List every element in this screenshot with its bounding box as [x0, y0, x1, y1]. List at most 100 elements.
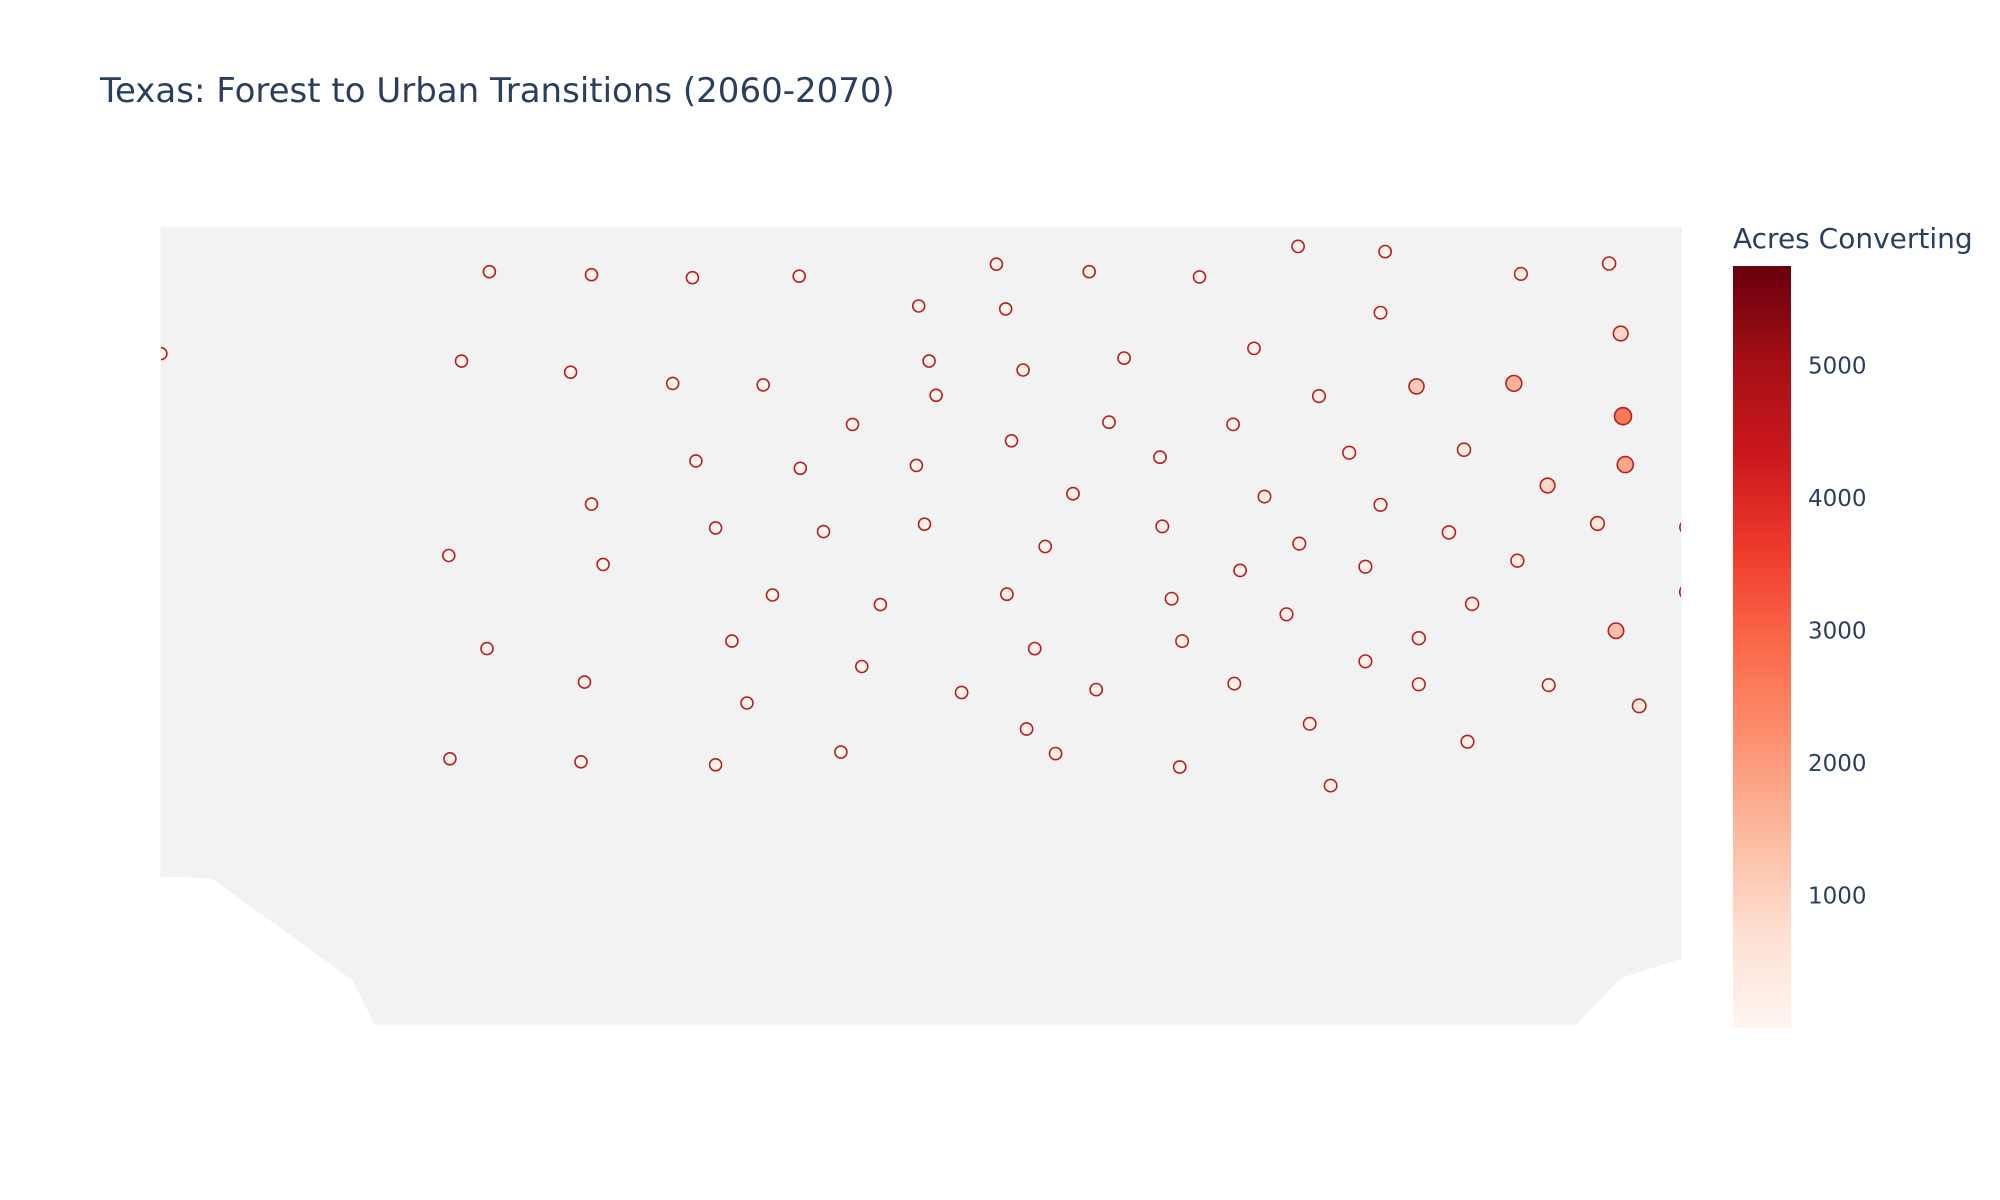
data-point[interactable] [480, 641, 494, 656]
data-point[interactable] [577, 675, 592, 689]
data-point[interactable] [1505, 374, 1523, 393]
data-point[interactable] [1689, 245, 1702, 258]
data-point[interactable] [584, 497, 599, 511]
data-point[interactable] [1066, 486, 1080, 501]
data-point[interactable] [708, 757, 723, 772]
data-point[interactable] [685, 270, 700, 285]
data-point[interactable] [155, 346, 168, 361]
data-point[interactable] [740, 696, 754, 710]
data-point[interactable] [1302, 716, 1317, 731]
data-point[interactable] [1589, 515, 1606, 532]
data-point[interactable] [1342, 445, 1357, 460]
data-point[interactable] [1192, 270, 1207, 284]
data-point[interactable] [834, 745, 848, 759]
data-point[interactable] [1464, 596, 1480, 612]
data-point[interactable] [1678, 585, 1694, 599]
data-point[interactable] [998, 302, 1013, 316]
data-point[interactable] [1323, 778, 1338, 793]
data-point[interactable] [1004, 433, 1019, 448]
data-point[interactable] [1027, 641, 1042, 656]
data-point[interactable] [689, 454, 703, 468]
data-point[interactable] [1456, 442, 1472, 458]
data-points[interactable] [155, 239, 1703, 793]
data-point[interactable] [1227, 676, 1242, 691]
data-point[interactable] [1373, 497, 1388, 512]
data-point[interactable] [1510, 553, 1525, 568]
data-point[interactable] [1089, 682, 1104, 697]
data-point[interactable] [756, 378, 771, 392]
data-point[interactable] [1358, 654, 1373, 669]
data-point[interactable] [574, 754, 588, 769]
data-point[interactable] [454, 354, 469, 368]
colorbar-title: Acres Converting [1733, 222, 1973, 255]
data-point[interactable] [584, 267, 599, 282]
data-point[interactable] [596, 557, 610, 572]
data-point[interactable] [1279, 607, 1294, 622]
data-point[interactable] [1411, 630, 1427, 646]
data-point[interactable] [1175, 634, 1190, 649]
data-point[interactable] [1601, 256, 1617, 271]
data-point[interactable] [909, 458, 924, 473]
data-point[interactable] [911, 299, 926, 313]
data-point[interactable] [1631, 698, 1647, 714]
data-point[interactable] [563, 365, 578, 380]
data-point[interactable] [765, 588, 780, 602]
data-point[interactable] [1102, 415, 1116, 430]
map-area[interactable] [155, 226, 1703, 1025]
data-point[interactable] [725, 634, 739, 648]
colorbar-gradient [1733, 266, 1791, 1028]
data-point[interactable] [845, 417, 860, 432]
data-point[interactable] [1408, 378, 1425, 395]
data-point[interactable] [1153, 450, 1167, 465]
data-point[interactable] [1164, 591, 1179, 606]
data-point[interactable] [443, 751, 457, 766]
data-point[interactable] [792, 269, 807, 284]
data-point[interactable] [1460, 734, 1475, 749]
data-point[interactable] [1247, 341, 1261, 356]
data-point[interactable] [873, 597, 888, 612]
data-point[interactable] [917, 517, 932, 532]
data-point[interactable] [1411, 677, 1426, 692]
data-point[interactable] [1539, 477, 1556, 494]
data-point[interactable] [1000, 587, 1014, 602]
data-point[interactable] [954, 685, 969, 700]
data-point[interactable] [1616, 455, 1635, 474]
data-point[interactable] [1373, 305, 1388, 320]
data-point[interactable] [929, 388, 943, 403]
data-point[interactable] [441, 548, 456, 563]
data-point[interactable] [922, 354, 936, 368]
data-point[interactable] [793, 461, 808, 476]
data-point[interactable] [1612, 325, 1629, 342]
data-point[interactable] [1117, 351, 1131, 365]
data-point[interactable] [1048, 746, 1063, 761]
data-point[interactable] [1292, 536, 1307, 551]
data-point[interactable] [854, 659, 869, 674]
data-point[interactable] [1172, 760, 1187, 774]
data-point[interactable] [816, 524, 831, 539]
data-point[interactable] [1541, 677, 1556, 693]
colorbar-tick-label: 5000 [1808, 353, 1867, 379]
data-point[interactable] [665, 376, 680, 391]
data-point[interactable] [1311, 389, 1327, 404]
data-point[interactable] [708, 521, 723, 535]
data-point[interactable] [1233, 563, 1247, 578]
data-point[interactable] [1358, 559, 1373, 574]
data-point[interactable] [1613, 406, 1633, 426]
data-point[interactable] [1441, 525, 1457, 540]
data-point[interactable] [1679, 520, 1694, 534]
data-point[interactable] [1378, 244, 1392, 259]
data-point[interactable] [1257, 489, 1272, 504]
data-point[interactable] [1082, 264, 1096, 279]
data-point[interactable] [989, 257, 1004, 272]
data-point[interactable] [1513, 266, 1528, 282]
data-point[interactable] [1155, 519, 1170, 534]
data-point[interactable] [482, 264, 497, 279]
map-title: Texas: Forest to Urban Transitions (2060… [99, 71, 895, 111]
data-point[interactable] [1016, 363, 1030, 377]
data-point[interactable] [1291, 239, 1305, 254]
data-point[interactable] [1607, 622, 1625, 640]
data-point[interactable] [1019, 722, 1034, 736]
data-point[interactable] [1038, 539, 1053, 554]
data-point[interactable] [1226, 417, 1240, 432]
